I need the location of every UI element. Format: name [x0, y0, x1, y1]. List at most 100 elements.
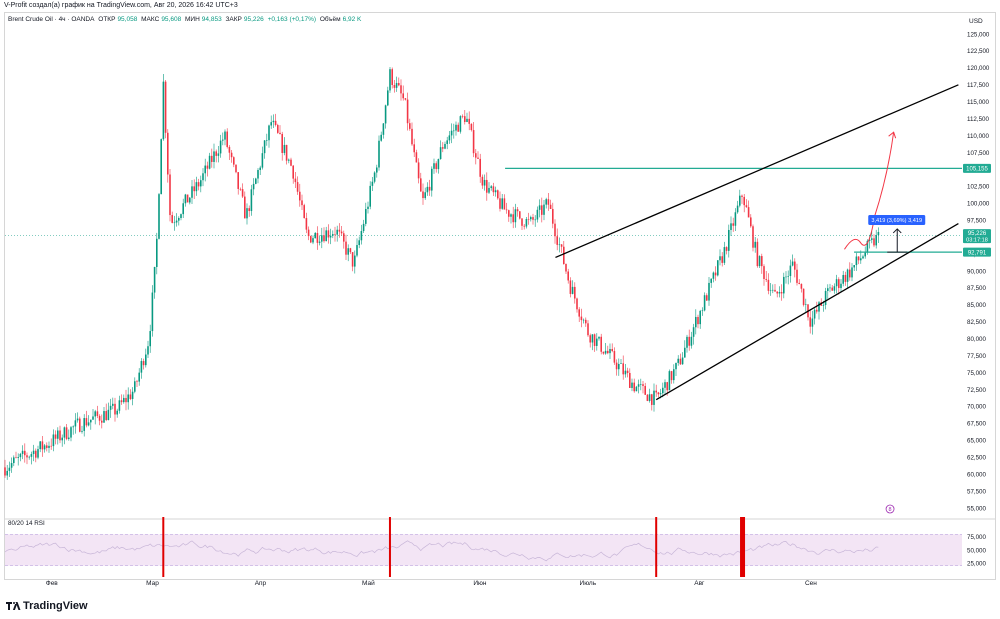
rsi-signal-bar	[388, 517, 391, 577]
candle-body	[30, 454, 33, 457]
candle-body	[266, 140, 268, 141]
candle-body	[822, 304, 825, 306]
candle-body	[450, 130, 453, 136]
candle-body	[90, 419, 92, 423]
candle-body	[409, 123, 411, 129]
candle-body	[651, 394, 653, 405]
candle-body	[829, 287, 831, 289]
candle-body	[530, 217, 532, 220]
candle-body	[558, 244, 561, 246]
candle-body	[565, 264, 567, 272]
candle-body	[868, 239, 871, 241]
candle-body	[255, 178, 257, 184]
candle-body	[46, 445, 48, 448]
candle-body	[325, 230, 327, 242]
candle-body	[19, 453, 22, 458]
candle-body	[118, 400, 121, 411]
candle-body	[182, 203, 184, 215]
candle-body	[455, 124, 457, 131]
candle-body	[103, 411, 105, 423]
candle-body	[739, 195, 741, 206]
candle-body	[213, 151, 215, 162]
candle-body	[180, 214, 182, 219]
candle-body	[358, 240, 360, 246]
candle-body	[244, 196, 246, 219]
candle-body	[94, 411, 96, 417]
candle-body	[657, 392, 660, 395]
candle-body	[398, 83, 400, 86]
candle-body	[373, 172, 376, 182]
rsi-line	[4, 540, 879, 562]
rsi-tick-label: 25,000	[967, 560, 986, 567]
candle-body	[349, 248, 352, 253]
candle-body	[413, 144, 415, 153]
candle-body	[336, 229, 338, 235]
high-value: 95,608	[161, 16, 182, 23]
candle-body	[875, 235, 877, 246]
candle-body	[600, 336, 602, 352]
candle-body	[684, 347, 686, 358]
rsi-band-fill	[5, 534, 962, 566]
candle-body	[481, 176, 484, 186]
candle-body	[72, 426, 74, 428]
candle-body	[752, 226, 754, 248]
candle-body	[120, 400, 123, 403]
candle-body	[26, 455, 28, 458]
candle-body	[501, 198, 503, 209]
tradingview-footer[interactable]: TradingView	[6, 600, 88, 612]
candle-body	[211, 155, 213, 162]
price-tick-label: 115,000	[967, 99, 989, 106]
candle-body	[673, 369, 675, 381]
candle-body	[21, 450, 24, 454]
time-tick-label: Май	[362, 579, 375, 587]
candle-body	[772, 289, 774, 291]
forecast-arrowhead	[888, 131, 897, 139]
candle-body	[554, 223, 556, 237]
candle-body	[763, 266, 765, 279]
candle-body	[860, 258, 862, 261]
candle-body	[791, 261, 794, 266]
candle-body	[76, 418, 79, 421]
candle-body	[714, 272, 717, 276]
candle-body	[510, 214, 512, 217]
candle-body	[519, 211, 521, 219]
candle-body	[277, 124, 279, 133]
candle-body	[323, 235, 325, 242]
low-label: МИН	[185, 16, 200, 23]
candle-body	[402, 93, 404, 99]
candle-body	[466, 118, 468, 122]
candle-body	[813, 309, 816, 319]
candle-body	[794, 261, 796, 270]
candle-body	[127, 394, 129, 403]
candle-body	[864, 252, 866, 257]
candle-body	[17, 457, 19, 458]
candle-body	[239, 188, 242, 190]
candle-body	[162, 81, 165, 140]
rsi-tick-label: 50,000	[967, 547, 986, 554]
candle-body	[442, 147, 444, 149]
measure-arrow	[892, 228, 902, 234]
close-value: 95,226	[243, 16, 264, 23]
candle-body	[151, 292, 154, 332]
symbol-name[interactable]: Brent Crude Oil · 4ч · OANDA	[8, 16, 95, 23]
last-price-tag	[963, 229, 991, 244]
candle-body	[618, 363, 620, 370]
candle-body	[842, 274, 844, 284]
candle-body	[224, 131, 226, 140]
candle-body	[624, 370, 627, 375]
event-marker-icon	[885, 504, 895, 514]
candle-body	[866, 240, 869, 253]
candle-body	[123, 397, 125, 403]
candle-body	[725, 247, 728, 251]
candle-body	[563, 246, 565, 265]
candle-body	[483, 179, 486, 186]
candle-body	[448, 135, 451, 141]
candle-body	[534, 219, 536, 221]
candle-body	[527, 219, 530, 220]
candle-body	[204, 165, 206, 174]
last-price-label: 95,226	[968, 231, 987, 237]
candle-body	[158, 194, 160, 239]
open-label: ОТКР	[98, 16, 116, 23]
candle-body	[604, 350, 607, 354]
